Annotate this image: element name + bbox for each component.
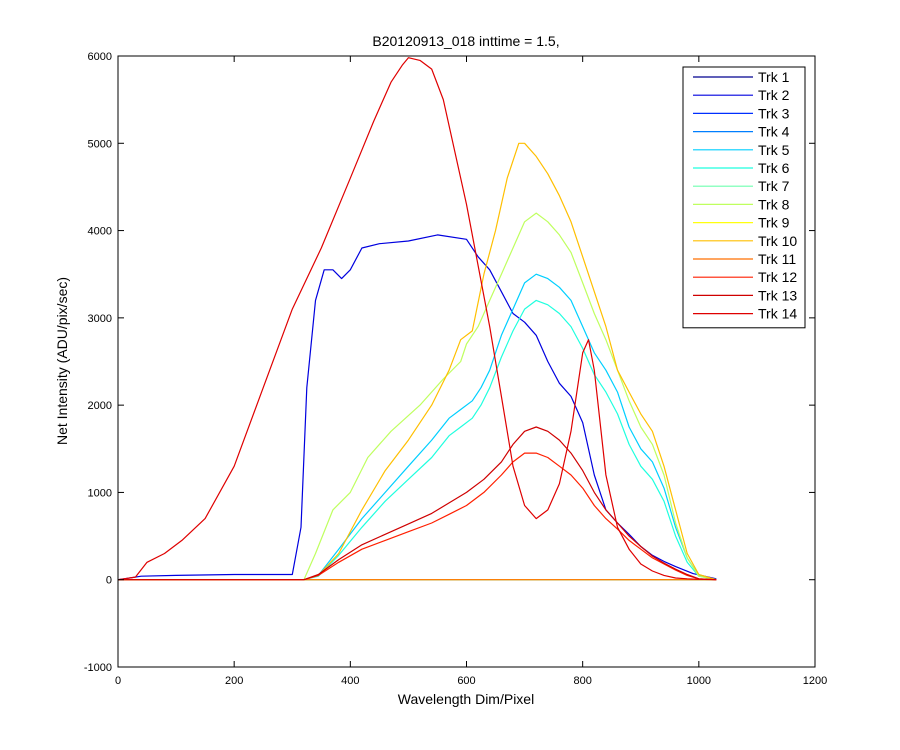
x-tick-label: 0 [115, 675, 121, 687]
y-tick-label: 3000 [88, 313, 112, 325]
series-line-14 [117, 57, 717, 581]
y-axis-label: Net Intensity (ADU/pix/sec) [54, 277, 70, 445]
y-tick-label: 6000 [88, 51, 112, 63]
legend-label-10: Trk 10 [758, 233, 797, 249]
axes-layer: 0 200 400 600 800 1000 1200-100001000200030004… [84, 51, 827, 687]
y-tick-label: 4000 [88, 226, 112, 238]
series-line-6 [118, 299, 717, 581]
legend-label-7: Trk 7 [758, 178, 790, 194]
legend: Trk 1 Trk 2 Trk 3 Trk 4 Trk 5 Trk 6 Trk 7 Trk 8… [682, 66, 806, 329]
legend-label-3: Trk 3 [758, 105, 790, 121]
chart-title: B20120913_018 inttime = 1.5, [372, 33, 559, 49]
series-line-13 [118, 426, 717, 581]
y-tick-label: 1000 [88, 487, 112, 499]
y-tick-label: 5000 [88, 138, 112, 150]
y-tick-label: 0 [106, 575, 112, 587]
x-tick-label: 1200 [803, 675, 827, 687]
x-axis-label: Wavelength Dim/Pixel [398, 691, 534, 707]
series-line-8 [118, 212, 717, 581]
x-tick-label: 400 [341, 675, 359, 687]
legend-label-13: Trk 13 [758, 287, 797, 303]
legend-label-6: Trk 6 [758, 160, 790, 176]
legend-label-11: Trk 11 [758, 251, 796, 267]
legend-label-5: Trk 5 [758, 142, 790, 158]
legend-label-14: Trk 14 [758, 306, 797, 322]
series-line-10 [118, 142, 717, 581]
series-line-2 [117, 234, 717, 581]
x-tick-label: 200 [225, 675, 243, 687]
legend-box [682, 66, 806, 329]
y-tick-label: 2000 [88, 400, 112, 412]
series-line-5 [118, 273, 717, 581]
y-tick-label: -1000 [84, 662, 112, 674]
legend-label-2: Trk 2 [758, 87, 790, 103]
legend-label-12: Trk 12 [758, 269, 797, 285]
legend-label-4: Trk 4 [758, 124, 790, 140]
x-tick-label: 800 [573, 675, 591, 687]
legend-label-8: Trk 8 [758, 196, 790, 212]
series-line-12 [118, 452, 717, 581]
x-tick-label: 600 [457, 675, 475, 687]
x-tick-label: 1000 [687, 675, 711, 687]
series-layer [117, 57, 717, 581]
legend-label-9: Trk 9 [758, 215, 790, 231]
legend-label-1: Trk 1 [758, 69, 790, 85]
